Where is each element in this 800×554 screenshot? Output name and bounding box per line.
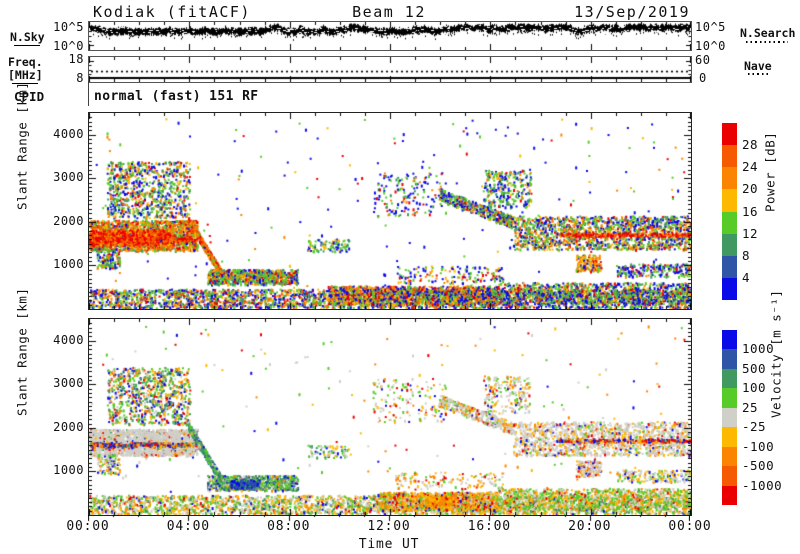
xaxis-tick-strip	[88, 515, 690, 523]
freq-panel-canvas	[89, 57, 691, 82]
power-colorbar	[722, 123, 737, 300]
noise-ytick-top-right: 10^5	[695, 20, 726, 34]
noise-ytick-bottom-right: 10^0	[695, 39, 726, 53]
xaxis-label: Time UT	[358, 537, 420, 552]
velocity-colorbar-segment	[722, 485, 737, 505]
cpid-label: CPID	[14, 89, 45, 104]
noise-ytick-top-left: 10^5	[53, 20, 84, 34]
velocity-colorbar-tick-label: 1000	[742, 341, 775, 357]
velocity-colorbar-tick-label: 25	[742, 399, 759, 415]
nsearch-line-sample	[746, 41, 788, 43]
noise-ytick-bottom-left: 10^0	[53, 39, 84, 53]
power-ylabel: Slant Range [km]	[14, 81, 30, 210]
velocity-colorbar-segment	[722, 407, 737, 428]
freq-label-line2: [MHz]	[8, 68, 43, 83]
velocity-colorbar	[722, 330, 737, 505]
power-colorbar-title: Power [dB]	[762, 131, 778, 212]
power-ytick-label: 2000	[53, 213, 84, 228]
power-rti-panel	[88, 112, 692, 310]
velocity-ytick-label: 2000	[53, 419, 84, 434]
power-colorbar-segment	[722, 277, 737, 300]
velocity-ytick-label: 1000	[53, 463, 84, 478]
power-ytick-label: 4000	[53, 126, 84, 141]
noise-panel	[88, 21, 692, 51]
power-colorbar-tick-label: 8	[742, 247, 751, 263]
power-colorbar-segment	[722, 211, 737, 234]
xaxis-tick-label: 00:00	[668, 519, 712, 534]
freq-line-sample	[12, 83, 38, 84]
noise-left-label: N.Sky	[10, 30, 45, 44]
xaxis-tick-label: 12:00	[367, 519, 411, 534]
power-colorbar-tick-label: 12	[742, 225, 759, 241]
velocity-colorbar-tick-label: 100	[742, 380, 767, 396]
power-colorbar-tick-label: 24	[742, 159, 759, 175]
velocity-colorbar-tick-label: 500	[742, 360, 767, 376]
beam-title: Beam 12	[352, 3, 426, 21]
velocity-colorbar-segment	[722, 388, 737, 408]
velocity-colorbar-tick-label: -500	[742, 458, 775, 474]
power-colorbar-segment	[722, 145, 737, 168]
velocity-colorbar-segment	[722, 349, 737, 369]
nave-ytick-bottom: 0	[699, 71, 707, 85]
nave-ytick-top: 60	[695, 53, 711, 67]
power-colorbar-segment	[722, 255, 737, 278]
freq-ytick-top: 18	[68, 52, 84, 66]
velocity-colorbar-segment	[722, 330, 737, 350]
nave-line-sample	[748, 73, 768, 75]
velocity-rti-panel	[88, 318, 692, 516]
power-colorbar-segment	[722, 189, 737, 212]
velocity-ytick-label: 4000	[53, 332, 84, 347]
velocity-ytick-label: 3000	[53, 376, 84, 391]
power-colorbar-tick-label: 16	[742, 203, 759, 219]
cpid-axis-line	[88, 81, 89, 106]
power-colorbar-tick-label: 20	[742, 181, 759, 197]
power-ytick-label: 3000	[53, 170, 84, 185]
velocity-rti-canvas	[89, 319, 691, 515]
xaxis-tick-label: 20:00	[568, 519, 612, 534]
xaxis-tick-label: 08:00	[267, 519, 311, 534]
nsky-line-sample	[14, 45, 40, 46]
station-title: Kodiak (fitACF)	[93, 3, 251, 21]
velocity-colorbar-segment	[722, 368, 737, 389]
power-rti-canvas	[89, 113, 691, 309]
freq-ytick-bottom: 8	[76, 71, 84, 85]
cpid-value: normal (fast) 151 RF	[94, 89, 259, 104]
freq-label-line1: Freq.	[8, 55, 43, 69]
date-title: 13/Sep/2019	[574, 3, 690, 21]
velocity-colorbar-segment	[722, 466, 737, 486]
noise-panel-canvas	[89, 22, 691, 50]
nsearch-label: N.Search	[740, 26, 796, 40]
power-colorbar-tick-label: 28	[742, 137, 759, 153]
power-colorbar-tick-label: 4	[742, 269, 751, 285]
power-colorbar-segment	[722, 123, 737, 146]
xaxis-tick-label: 04:00	[166, 519, 210, 534]
freq-left-label: Freq. [MHz]	[8, 55, 43, 83]
power-colorbar-segment	[722, 233, 737, 256]
xaxis-tick-label: 16:00	[467, 519, 511, 534]
freq-panel	[88, 56, 692, 83]
velocity-colorbar-tick-label: -1000	[742, 477, 783, 493]
velocity-colorbar-tick-label: -100	[742, 438, 775, 454]
velocity-ylabel: Slant Range [km]	[14, 287, 30, 416]
velocity-colorbar-segment	[722, 427, 737, 447]
xaxis-tick-label: 00:00	[66, 519, 110, 534]
power-ytick-label: 1000	[53, 257, 84, 272]
power-colorbar-segment	[722, 167, 737, 190]
nave-label: Nave	[744, 59, 772, 73]
velocity-colorbar-segment	[722, 446, 737, 467]
velocity-colorbar-tick-label: -25	[742, 419, 767, 435]
